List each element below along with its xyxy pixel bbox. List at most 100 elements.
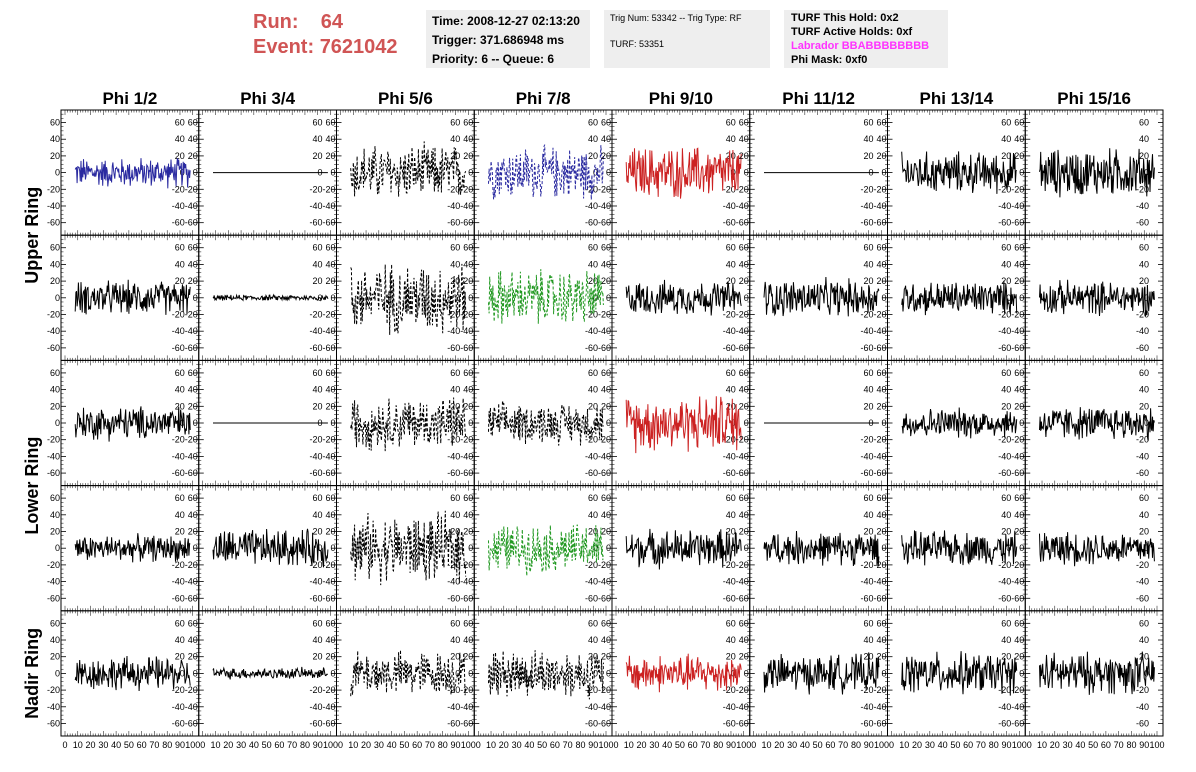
y-tick-label-right: -60: [723, 343, 736, 353]
y-tick-label: -40: [47, 451, 60, 461]
y-tick-label-right: 60: [312, 243, 322, 253]
y-tick-label-right: -40: [585, 577, 598, 587]
y-tick-label-right: 0: [180, 168, 185, 178]
y-tick-label-right: -60: [998, 218, 1011, 228]
y-tick-label-right: 20: [588, 276, 598, 286]
y-tick-label-right: 40: [1001, 259, 1011, 269]
y-tick-label-right: -20: [998, 435, 1011, 445]
y-tick-label-right: -40: [860, 201, 873, 211]
y-tick-label: -20: [598, 309, 611, 319]
y-tick-label: 60: [1014, 243, 1024, 253]
y-tick-label: -40: [460, 451, 473, 461]
y-tick-label-right: 60: [863, 368, 873, 378]
y-tick-label: -20: [736, 435, 749, 445]
y-tick-label: 60: [188, 243, 198, 253]
y-tick-label-right: -60: [1136, 468, 1149, 478]
y-tick-label: 0: [1019, 168, 1024, 178]
y-tick-label-right: -40: [172, 577, 185, 587]
y-tick-label: 40: [50, 259, 60, 269]
y-tick-label: -60: [736, 218, 749, 228]
y-tick-label-right: 40: [450, 134, 460, 144]
y-tick-label: -20: [873, 184, 886, 194]
y-tick-label-right: 40: [450, 259, 460, 269]
y-tick-label-right: -40: [998, 451, 1011, 461]
y-tick-label-right: 60: [726, 368, 736, 378]
y-tick-label: 20: [739, 151, 749, 161]
y-tick-label-right: -60: [1136, 218, 1149, 228]
y-tick-label-right: 40: [588, 259, 598, 269]
y-tick-label-right: -60: [723, 468, 736, 478]
y-tick-label-right: 40: [1139, 385, 1149, 395]
y-tick-label: 20: [601, 527, 611, 537]
y-tick-label: 0: [744, 293, 749, 303]
y-tick-label: 60: [50, 118, 60, 128]
turf-text: TURF: 53351: [610, 39, 665, 49]
y-tick-label-right: -20: [172, 184, 185, 194]
y-tick-label: 0: [881, 293, 886, 303]
y-tick-label: 60: [325, 118, 335, 128]
y-tick-label: 20: [50, 151, 60, 161]
y-tick-label: -60: [873, 468, 886, 478]
y-tick-label: 60: [876, 243, 886, 253]
y-tick-label-right: 20: [312, 527, 322, 537]
y-tick-label-right: 40: [312, 385, 322, 395]
y-tick-label-right: 40: [312, 134, 322, 144]
y-tick-label: 20: [188, 527, 198, 537]
y-tick-label: 40: [601, 510, 611, 520]
event-value: 7621042: [319, 36, 398, 58]
y-tick-label: 20: [188, 151, 198, 161]
y-tick-label: -40: [47, 577, 60, 587]
y-tick-label-right: 20: [726, 276, 736, 286]
y-tick-label-right: -60: [447, 218, 460, 228]
waveform-trace: [74, 158, 191, 189]
y-tick-label-right: 0: [455, 543, 460, 553]
y-tick-label-right: -20: [998, 309, 1011, 319]
y-tick-label: 40: [325, 134, 335, 144]
y-tick-label-right: 20: [312, 276, 322, 286]
y-tick-label-right: -60: [447, 593, 460, 603]
y-tick-label: -20: [736, 184, 749, 194]
y-tick-label: 20: [188, 276, 198, 286]
y-tick-label-right: -40: [585, 201, 598, 211]
waveform-trace: [212, 293, 329, 302]
y-tick-label: 40: [50, 134, 60, 144]
y-tick-label: 0: [468, 543, 473, 553]
y-tick-label-right: 40: [312, 510, 322, 520]
y-tick-label: 40: [601, 134, 611, 144]
phi-header-1: Phi 1/2: [102, 89, 157, 108]
y-tick-label-right: 20: [726, 151, 736, 161]
y-tick-label: 20: [601, 401, 611, 411]
y-tick-label: -60: [736, 343, 749, 353]
event-row: Event: 7621042: [253, 35, 398, 60]
y-tick-label: -20: [460, 560, 473, 570]
y-tick-label: -20: [460, 309, 473, 319]
y-tick-label: 40: [325, 510, 335, 520]
y-tick-label-right: -40: [860, 451, 873, 461]
y-tick-label: 40: [188, 510, 198, 520]
y-tick-label: -40: [460, 326, 473, 336]
y-tick-label-right: 20: [1001, 151, 1011, 161]
y-tick-label: 20: [876, 276, 886, 286]
y-tick-label-right: 0: [455, 418, 460, 428]
y-tick-label: -40: [736, 326, 749, 336]
y-tick-label: -40: [873, 201, 886, 211]
y-tick-label-right: 40: [726, 385, 736, 395]
y-tick-label-right: 0: [593, 543, 598, 553]
waveform-trace: [488, 524, 604, 576]
y-tick-label: 20: [876, 401, 886, 411]
y-tick-label-right: -20: [309, 184, 322, 194]
y-tick-label: -60: [47, 468, 60, 478]
y-tick-label: 0: [193, 418, 198, 428]
y-tick-label: -20: [598, 184, 611, 194]
y-tick-label: 0: [606, 168, 611, 178]
y-tick-label-right: -60: [172, 218, 185, 228]
y-tick-label-right: -60: [585, 343, 598, 353]
y-tick-label: -60: [47, 343, 60, 353]
y-tick-label-right: 0: [731, 543, 736, 553]
y-tick-label: 20: [325, 151, 335, 161]
y-tick-label-right: -60: [723, 218, 736, 228]
y-tick-label: -60: [47, 218, 60, 228]
y-tick-label: -60: [185, 343, 198, 353]
y-tick-label: -20: [47, 309, 60, 319]
y-tick-label-right: -60: [447, 343, 460, 353]
